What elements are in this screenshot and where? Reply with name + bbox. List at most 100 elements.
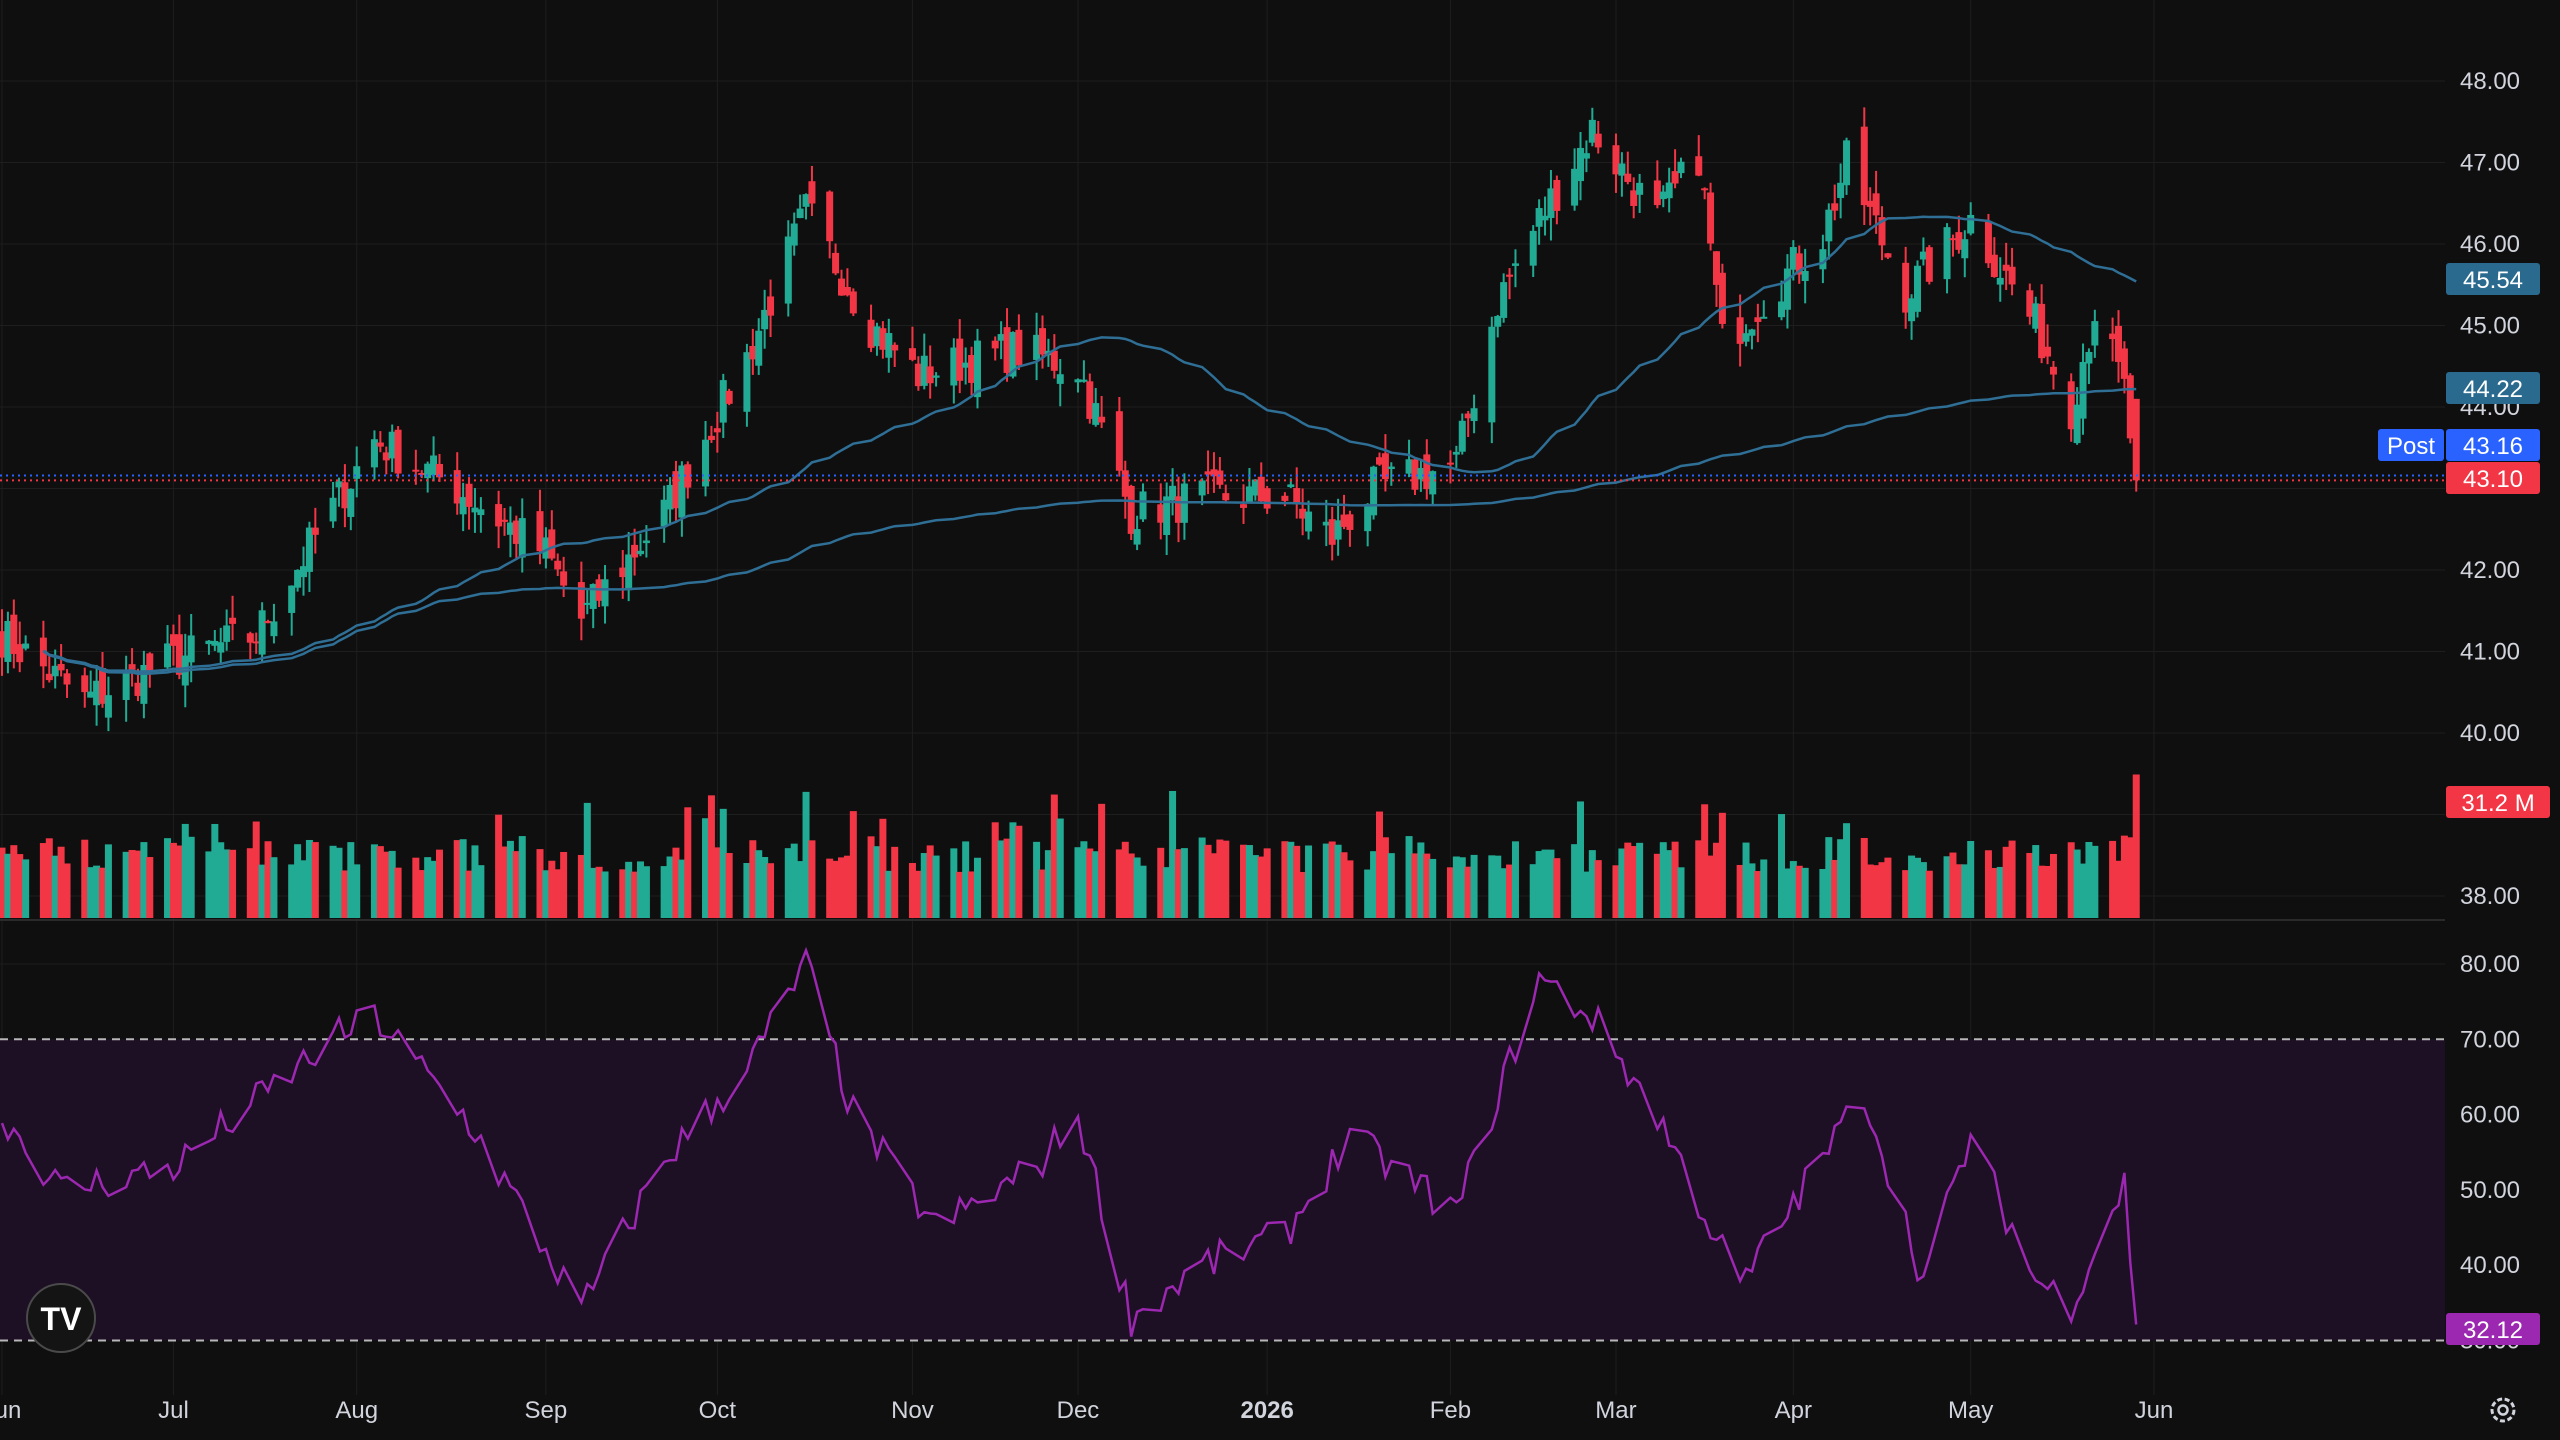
price-axis: 48.0047.0046.0045.0044.0042.0041.0040.00… [2460, 68, 2520, 910]
candle-body [1831, 203, 1839, 211]
volume-bar [761, 856, 769, 918]
volume-bar [512, 851, 520, 918]
candle-body [1375, 457, 1383, 465]
volume-bar [826, 858, 834, 918]
volume-bar [719, 808, 727, 918]
volume-bar [169, 842, 177, 918]
candle-body [294, 569, 302, 588]
candle-body [1571, 168, 1579, 206]
volume-bar [1411, 853, 1419, 918]
candle-body [577, 582, 585, 619]
volume-bar [920, 853, 928, 918]
candle-body [45, 673, 53, 681]
tradingview-logo[interactable]: TV [26, 1283, 96, 1353]
candle-body [2073, 404, 2081, 444]
volume-bar [211, 823, 219, 918]
candle-body [388, 431, 396, 459]
candle-body [2026, 290, 2034, 317]
volume-bar [707, 795, 715, 918]
candle-body [725, 390, 733, 404]
volume-bar [1630, 846, 1638, 918]
volume-bar [1843, 823, 1851, 918]
volume-bar [1139, 865, 1147, 918]
candle-body [1139, 491, 1147, 520]
candle-body [270, 621, 278, 637]
volume-bar [1712, 842, 1720, 918]
volume-bar [642, 866, 650, 918]
volume-bar [678, 859, 686, 918]
candle-body [1908, 298, 1916, 322]
candle-body [465, 483, 473, 507]
volume-bar [867, 836, 875, 918]
volume-bar [802, 791, 810, 918]
candle-body [707, 435, 715, 440]
time-axis-label: Aug [335, 1397, 378, 1424]
candle-body [589, 584, 597, 609]
candle-body [1801, 270, 1809, 282]
settings-gear-icon[interactable] [2490, 1397, 2516, 1423]
candle-body [1783, 268, 1791, 310]
time-axis-label: Sep [525, 1397, 568, 1424]
time-axis-label: Dec [1057, 1397, 1100, 1424]
candle-body [1092, 403, 1100, 425]
volume-bar [1831, 859, 1839, 918]
volume-bar [1015, 825, 1023, 918]
volume-bar [1039, 869, 1047, 918]
candle-body [1074, 379, 1082, 383]
logo-text: TV [41, 1301, 83, 1337]
volume-bar [1618, 848, 1626, 918]
candle-body [920, 355, 928, 386]
volume-bar [1121, 841, 1129, 918]
volume-bar [1364, 869, 1372, 918]
volume-bar [311, 842, 319, 918]
volume-bar [63, 863, 71, 918]
ma-fast-tag: 45.54 [2446, 263, 2540, 295]
candle-body [518, 518, 526, 558]
volume-bar [991, 822, 999, 918]
candle-body [1340, 514, 1348, 527]
volume-bar [16, 854, 24, 918]
volume-bar [536, 849, 544, 918]
candle-body [1636, 182, 1644, 195]
volume-bar [2008, 840, 2016, 918]
volume-bar [1299, 871, 1307, 918]
volume-bar [767, 863, 775, 918]
volume-bar [1653, 853, 1661, 918]
candle-body [311, 527, 319, 535]
candle-body [1582, 153, 1590, 159]
candle-body [885, 333, 893, 358]
volume-bar [2132, 774, 2140, 918]
candle-body [424, 463, 432, 479]
volume-bar [1340, 852, 1348, 918]
volume-bar [10, 845, 18, 918]
volume-bar [619, 869, 627, 918]
volume-bar [1913, 857, 1921, 918]
ma-fast-value: 45.54 [2463, 267, 2523, 294]
candle-body [1872, 193, 1880, 216]
time-axis-label: Apr [1775, 1397, 1812, 1424]
volume-bar [1671, 841, 1679, 918]
volume-bar [1429, 858, 1437, 918]
time-axis-label: May [1948, 1397, 1993, 1424]
volume-bar [465, 870, 473, 918]
candle-body [1446, 462, 1454, 465]
candle-body [412, 469, 420, 472]
volume-bar [1092, 851, 1100, 918]
candle-body [418, 472, 426, 475]
candle-body [1098, 416, 1106, 423]
candle-body [838, 278, 846, 296]
volume-bar [1866, 864, 1874, 918]
candle-body [146, 653, 154, 672]
candle-body [1033, 334, 1041, 360]
price-axis-label: 42.00 [2460, 557, 2520, 584]
candle-body [1884, 253, 1892, 258]
volume-bar [1825, 837, 1833, 918]
volume-bar [1405, 836, 1413, 918]
volume-bar [1908, 855, 1916, 918]
volume-bar [1742, 842, 1750, 918]
candle-body [1955, 232, 1963, 250]
volume-bar [1086, 848, 1094, 918]
volume-bar [1157, 847, 1165, 918]
volume-bar [725, 853, 733, 918]
